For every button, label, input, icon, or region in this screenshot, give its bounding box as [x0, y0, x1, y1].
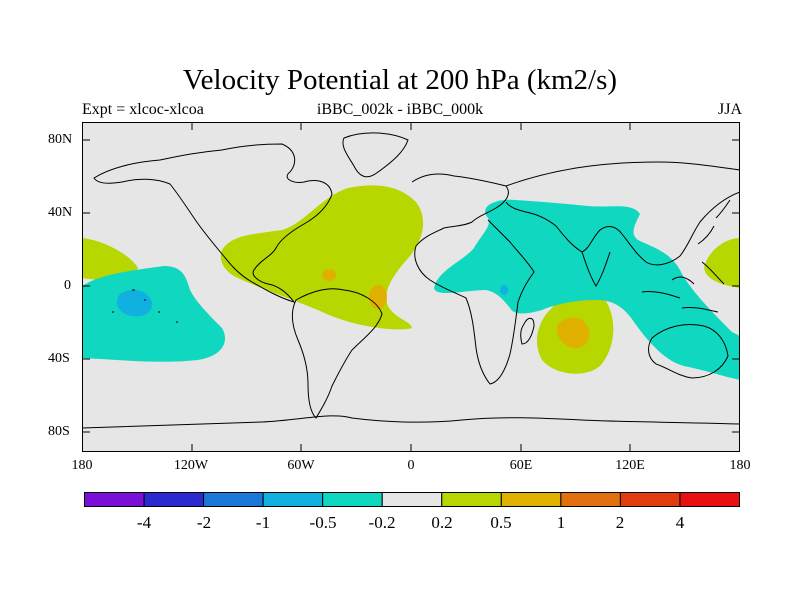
lon-label-60e: 60E — [509, 458, 533, 473]
colorbar-swatch — [322, 492, 383, 507]
colorbar-label: 4 — [675, 513, 685, 532]
colorbar — [84, 492, 740, 507]
positive-core-guiana — [322, 269, 336, 281]
coast-pacific-islands — [112, 289, 178, 323]
coast-australia — [648, 324, 729, 379]
lat-label-40n: 40N — [48, 205, 73, 220]
lon-label-120w: 120W — [173, 458, 209, 473]
positive-region-east-pacific — [82, 238, 138, 280]
colorbar-swatch — [143, 492, 205, 507]
positive-core-south-indian — [557, 317, 590, 348]
velocity-potential-map — [82, 122, 740, 452]
colorbar-swatch — [679, 492, 740, 507]
colorbar-swatch — [203, 492, 264, 507]
coast-asia — [505, 161, 740, 266]
lat-label-80s: 80S — [48, 424, 70, 439]
coast-north-america — [93, 143, 333, 303]
lat-label-0: 0 — [64, 278, 71, 293]
colorbar-label: -4 — [136, 513, 152, 532]
colorbar-label: 0.5 — [490, 513, 512, 532]
coast-madagascar — [520, 317, 535, 345]
colorbar-label: 2 — [615, 513, 625, 532]
colorbar-label: -2 — [196, 513, 212, 532]
colorbar-swatch — [84, 492, 145, 507]
coastlines — [82, 132, 740, 429]
lat-ticks — [82, 139, 740, 433]
lon-label-180w: 180 — [71, 458, 93, 473]
lon-ticks — [191, 122, 631, 452]
colorbar-swatch — [262, 492, 324, 507]
coast-antarctica — [82, 415, 740, 429]
lon-label-0: 0 — [407, 458, 415, 473]
colorbar-swatch — [560, 492, 621, 507]
comparison-label: iBBC_002k - iBBC_000k — [316, 101, 484, 118]
colorbar-label: 0.2 — [431, 513, 453, 532]
coast-india — [581, 251, 611, 287]
coast-europe-africa — [411, 173, 535, 385]
lon-label-120e: 120E — [615, 458, 645, 473]
negative-region-south-pacific — [82, 266, 225, 362]
colorbar-swatch — [441, 492, 502, 507]
lon-label-60w: 60W — [287, 458, 315, 473]
negative-core-east-africa — [500, 285, 508, 295]
negative-region-indian-asian — [434, 199, 740, 380]
colorbar-label: -1 — [255, 513, 271, 532]
colorbar-label: -0.5 — [309, 513, 337, 532]
colorbar-swatch — [381, 492, 443, 507]
season-label: JJA — [717, 101, 742, 118]
coast-japan — [697, 199, 731, 245]
negative-core-south-pacific — [116, 289, 153, 317]
positive-region-west-pacific — [704, 238, 740, 288]
lat-label-40s: 40S — [48, 351, 70, 366]
lat-label-80n: 80N — [48, 132, 73, 147]
lon-label-180e: 180 — [729, 458, 751, 473]
experiment-label: Expt = xlcoc-xlcoa — [82, 101, 204, 118]
coast-indonesia — [641, 261, 725, 313]
colorbar-label: 1 — [556, 513, 566, 532]
coast-south-america — [291, 288, 383, 419]
colorbar-swatch — [500, 492, 562, 507]
colorbar-swatch — [619, 492, 681, 507]
coast-greenland — [342, 132, 409, 178]
colorbar-label: -0.2 — [368, 513, 396, 532]
plot-title: Velocity Potential at 200 hPa (km2/s) — [182, 64, 618, 96]
positive-core-eq-atlantic — [369, 285, 387, 309]
